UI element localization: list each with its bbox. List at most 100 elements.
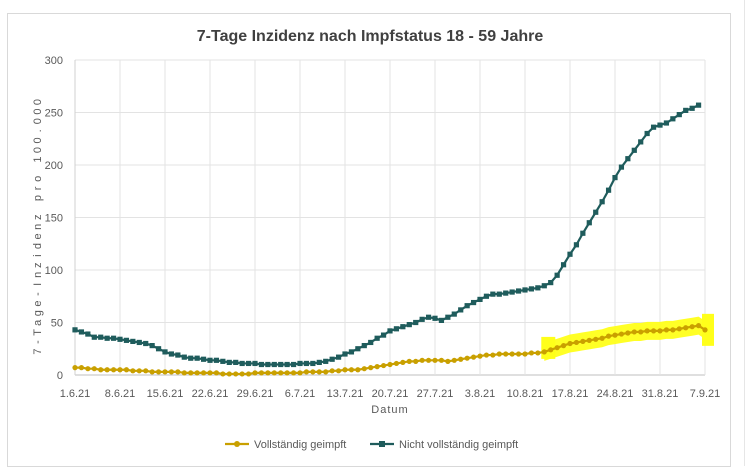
data-point (335, 368, 342, 374)
data-point (91, 366, 97, 372)
y-axis-title-char: 0 (32, 147, 44, 153)
data-point (155, 346, 162, 352)
data-point (631, 329, 637, 335)
data-point (509, 289, 515, 295)
y-axis-title-char: i (32, 254, 44, 256)
y-tick-label: 250 (45, 108, 63, 120)
data-point (348, 349, 355, 355)
data-point (631, 147, 637, 153)
y-tick-label: 300 (45, 55, 63, 67)
data-point (573, 339, 580, 346)
data-point (599, 199, 605, 205)
data-point (278, 370, 284, 376)
data-point (175, 352, 181, 358)
data-point (644, 328, 650, 334)
x-tick-label: 17.8.21 (552, 388, 589, 400)
data-point (181, 354, 187, 360)
data-point (477, 353, 483, 359)
data-point (612, 175, 618, 181)
data-point (419, 316, 425, 322)
data-point (123, 337, 130, 343)
data-point (522, 287, 528, 293)
data-point (618, 331, 625, 337)
data-point (695, 102, 702, 108)
data-point (689, 105, 695, 111)
x-tick-label: 29.6.21 (237, 388, 274, 400)
data-point (323, 369, 329, 375)
data-point (451, 357, 457, 363)
data-point (104, 367, 110, 373)
data-point (348, 367, 355, 373)
data-point (670, 327, 676, 333)
data-point (335, 354, 342, 360)
x-tick-label: 10.8.21 (507, 388, 544, 400)
data-point (162, 349, 168, 355)
data-point (316, 369, 322, 375)
data-point (663, 120, 670, 126)
legend-marker (234, 441, 240, 447)
y-axis-title-char: . (32, 129, 44, 132)
data-point (143, 340, 149, 347)
data-point (361, 366, 367, 372)
data-point (194, 355, 200, 361)
data-point (541, 349, 547, 355)
data-point (515, 351, 522, 357)
data-point (258, 370, 265, 376)
series-vollstaendig-geimpft (72, 323, 708, 377)
y-axis-title-char: e (32, 233, 44, 239)
data-point (226, 371, 232, 377)
data-point (149, 369, 155, 375)
yellow-highlight (541, 313, 714, 361)
data-point (85, 366, 91, 372)
data-point (560, 343, 567, 349)
data-point (143, 368, 149, 374)
data-point (252, 360, 258, 367)
data-point (310, 360, 316, 367)
data-point (168, 369, 175, 375)
y-axis-title-char: 0 (32, 137, 44, 143)
data-point (162, 369, 168, 375)
data-point (625, 156, 631, 162)
data-point (580, 230, 586, 236)
data-point (560, 262, 567, 268)
x-tick-label: 13.7.21 (327, 388, 364, 400)
data-point (702, 327, 708, 333)
data-point (663, 327, 670, 333)
data-point (278, 361, 284, 368)
y-axis-title-char: 1 (32, 157, 44, 163)
data-point (72, 365, 78, 371)
data-point (181, 370, 187, 376)
data-point (290, 361, 297, 368)
y-axis-title-char: 0 (32, 99, 44, 105)
y-axis-title-char: n (32, 224, 44, 230)
data-point (194, 370, 200, 376)
y-tick-label: 150 (45, 213, 63, 225)
data-point (200, 370, 207, 376)
data-point (329, 356, 335, 362)
data-point (425, 357, 432, 363)
x-tick-label: 27.7.21 (417, 388, 454, 400)
x-tick-label: 7.9.21 (690, 388, 721, 400)
data-point (245, 360, 252, 367)
data-point (586, 337, 592, 343)
data-point (432, 315, 438, 321)
data-point (123, 367, 130, 373)
data-point (567, 251, 573, 257)
data-point (368, 339, 374, 346)
data-point (78, 365, 85, 371)
data-point (458, 307, 464, 313)
data-point (483, 352, 490, 358)
data-point (239, 371, 245, 377)
data-point (528, 286, 535, 292)
data-point (355, 367, 361, 373)
data-point (290, 370, 297, 376)
data-point (213, 370, 220, 376)
data-point (98, 367, 104, 373)
data-point (554, 272, 560, 278)
data-point (528, 350, 535, 356)
data-point (323, 358, 329, 364)
data-point (496, 351, 502, 357)
y-axis-title-char: 0 (32, 118, 44, 124)
y-axis-title-char: 7 (32, 349, 44, 355)
